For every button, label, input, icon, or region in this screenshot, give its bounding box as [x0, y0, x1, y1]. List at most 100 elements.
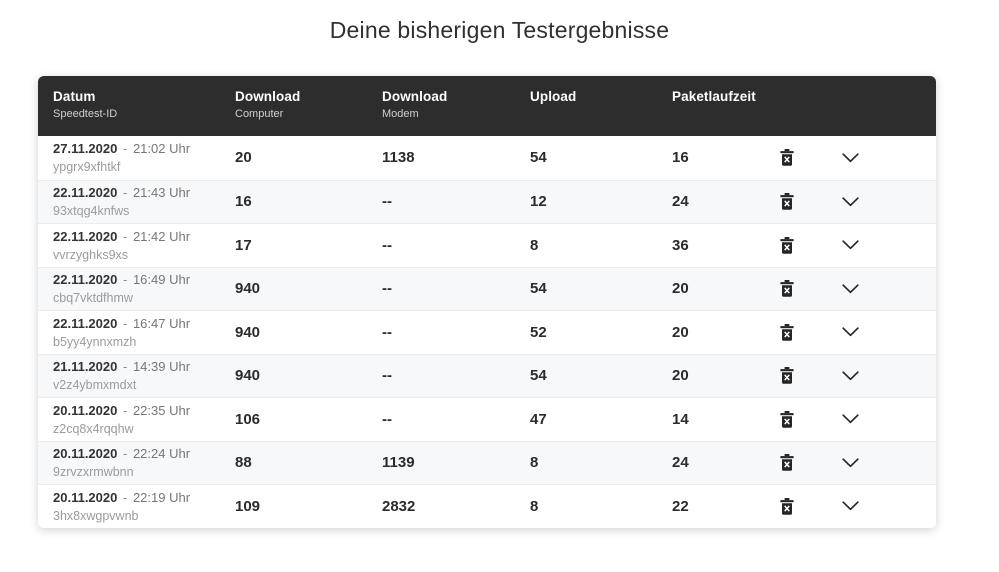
upload-value: 47	[530, 410, 547, 428]
date-time-separator: -	[122, 315, 128, 331]
paketlaufzeit-value: 22	[672, 497, 689, 515]
datum-cell: 22.11.2020 - 16:47 Uhr b5yy4ynnxmzh	[53, 316, 235, 349]
expand-row-button[interactable]	[838, 193, 863, 211]
row-date: 22.11.2020	[53, 272, 118, 288]
upload-value: 8	[530, 454, 539, 472]
row-date: 21.11.2020	[53, 359, 118, 375]
paketlaufzeit-value: 20	[672, 367, 689, 385]
delete-button[interactable]	[776, 145, 798, 170]
delete-icon	[780, 193, 794, 210]
expand-row-button[interactable]	[838, 149, 863, 167]
expand-row-button[interactable]	[838, 280, 863, 298]
date-time-separator: -	[122, 141, 128, 157]
expand-row-button[interactable]	[838, 497, 863, 515]
expand-row-button[interactable]	[838, 236, 863, 254]
table-row: 20.11.2020 - 22:35 Uhr z2cq8x4rqqhw 106 …	[38, 397, 936, 441]
paketlaufzeit-value: 36	[672, 236, 689, 254]
column-header-datum: Datum Speedtest-ID	[53, 89, 235, 120]
delete-icon	[780, 410, 794, 428]
row-time: 22:24 Uhr	[132, 446, 191, 462]
page-title: Deine bisherigen Testergebnisse	[329, 17, 670, 43]
datum-cell: 27.11.2020 - 21:02 Uhr ypgrx9xfhtkf	[53, 141, 235, 174]
speedtest-id: 93xtqg4knfws	[53, 204, 130, 219]
date-time-separator: -	[122, 446, 128, 462]
table-row: 20.11.2020 - 22:19 Uhr 3hx8xwgpvwnb 109 …	[38, 484, 936, 528]
row-date: 22.11.2020	[53, 185, 118, 201]
datum-cell: 22.11.2020 - 21:43 Uhr 93xtqg4knfws	[53, 185, 235, 218]
column-header-download-modem: Download Modem	[382, 89, 530, 120]
paketlaufzeit-value: 24	[672, 193, 689, 211]
download-computer-value: 940	[235, 323, 261, 341]
row-time: 22:35 Uhr	[132, 402, 191, 418]
delete-button[interactable]	[776, 450, 798, 475]
table-row: 27.11.2020 - 21:02 Uhr ypgrx9xfhtkf 20 1…	[38, 136, 936, 180]
upload-value: 12	[530, 193, 547, 211]
table-row: 22.11.2020 - 16:49 Uhr cbq7vktdfhmw 940 …	[38, 266, 936, 310]
chevron-down-icon	[841, 501, 859, 511]
upload-value: 8	[530, 236, 539, 254]
download-computer-value: 88	[235, 454, 252, 472]
row-date: 22.11.2020	[53, 315, 118, 331]
column-header-upload: Upload	[530, 89, 672, 108]
download-modem-value: --	[382, 280, 392, 298]
speedtest-id: cbq7vktdfhmw	[53, 291, 133, 306]
row-time: 21:42 Uhr	[132, 228, 191, 244]
delete-button[interactable]	[776, 233, 798, 258]
column-label: Upload	[530, 89, 577, 104]
row-date: 20.11.2020	[53, 402, 118, 418]
row-date: 22.11.2020	[53, 228, 118, 244]
delete-button[interactable]	[776, 189, 798, 214]
column-sublabel: Speedtest-ID	[53, 108, 118, 120]
delete-button[interactable]	[776, 320, 798, 345]
chevron-down-icon	[841, 371, 859, 381]
datum-cell: 20.11.2020 - 22:19 Uhr 3hx8xwgpvwnb	[53, 490, 235, 523]
datum-cell: 22.11.2020 - 21:42 Uhr vvrzyghks9xs	[53, 229, 235, 262]
delete-button[interactable]	[776, 494, 798, 519]
expand-row-button[interactable]	[838, 367, 863, 385]
paketlaufzeit-value: 14	[672, 410, 689, 428]
date-time-separator: -	[122, 185, 128, 201]
row-time: 14:39 Uhr	[132, 359, 191, 375]
delete-button[interactable]	[776, 363, 798, 388]
row-date: 20.11.2020	[53, 446, 118, 462]
download-modem-value: 1139	[382, 454, 415, 472]
download-computer-value: 940	[235, 367, 261, 385]
download-modem-value: --	[382, 367, 392, 385]
upload-value: 52	[530, 323, 547, 341]
delete-icon	[780, 149, 794, 166]
date-time-separator: -	[122, 228, 128, 244]
upload-value: 8	[530, 497, 539, 515]
delete-icon	[780, 323, 794, 341]
delete-button[interactable]	[776, 407, 798, 432]
delete-icon	[780, 454, 794, 471]
table-row: 22.11.2020 - 21:42 Uhr vvrzyghks9xs 17 -…	[38, 223, 936, 267]
paketlaufzeit-value: 16	[672, 149, 689, 167]
chevron-down-icon	[841, 327, 859, 337]
results-table: Datum Speedtest-ID Download Computer Dow…	[38, 76, 936, 528]
upload-value: 54	[530, 367, 547, 385]
download-computer-value: 16	[235, 193, 252, 211]
expand-row-button[interactable]	[838, 323, 863, 341]
delete-button[interactable]	[776, 276, 798, 301]
column-label: Download	[235, 89, 301, 104]
table-body: 27.11.2020 - 21:02 Uhr ypgrx9xfhtkf 20 1…	[38, 136, 936, 528]
date-time-separator: -	[122, 359, 128, 375]
chevron-down-icon	[841, 284, 859, 294]
paketlaufzeit-value: 24	[672, 454, 689, 472]
datum-cell: 22.11.2020 - 16:49 Uhr cbq7vktdfhmw	[53, 272, 235, 305]
datum-cell: 20.11.2020 - 22:35 Uhr z2cq8x4rqqhw	[53, 403, 235, 436]
chevron-down-icon	[841, 414, 859, 424]
datum-cell: 20.11.2020 - 22:24 Uhr 9zrvzxrmwbnn	[53, 446, 235, 479]
download-computer-value: 106	[235, 410, 261, 428]
expand-row-button[interactable]	[838, 454, 863, 472]
delete-icon	[780, 367, 794, 384]
row-time: 21:43 Uhr	[132, 185, 191, 201]
download-modem-value: --	[382, 410, 392, 428]
download-modem-value: --	[382, 236, 392, 254]
chevron-down-icon	[841, 197, 859, 207]
download-modem-value: 1138	[382, 149, 415, 167]
expand-row-button[interactable]	[838, 410, 863, 428]
column-sublabel: Computer	[235, 108, 284, 120]
row-time: 22:19 Uhr	[132, 489, 191, 505]
speedtest-id: ypgrx9xfhtkf	[53, 160, 121, 175]
